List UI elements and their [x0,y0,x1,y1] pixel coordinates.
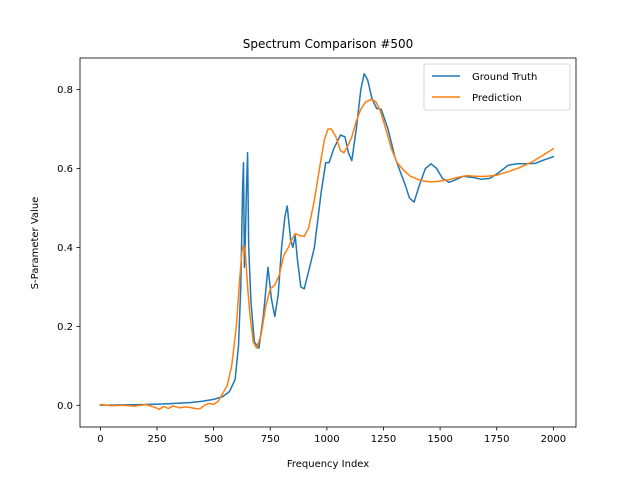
legend-box [423,63,571,111]
y-tick-label: 0.4 [57,243,73,254]
x-axis-label: Frequency Index [287,459,369,470]
y-tick-label: 0.8 [57,85,73,96]
x-tick-label: 1000 [314,434,339,445]
x-tick-label: 250 [147,434,166,445]
x-tick-label: 1250 [371,434,396,445]
x-tick-label: 1750 [484,434,509,445]
x-tick-label: 500 [204,434,223,445]
x-tick-label: 0 [97,434,103,445]
y-tick-label: 0.2 [57,322,73,333]
axes-frame [79,57,577,428]
series-line-prediction [99,98,555,410]
legend-label-ground-truth: Ground Truth [472,72,537,83]
plot-area: 0 250 500 750 1000 1250 1500 1750 2000 0.0 0.2 0.4 0… [57,57,577,445]
x-tick-label: 1500 [427,434,452,445]
chart-title: Spectrum Comparison #500 [243,37,414,51]
y-tick-label: 0.6 [57,164,73,175]
x-tick-label: 750 [261,434,280,445]
x-tick-label: 2000 [541,434,566,445]
y-tick-label: 0.0 [57,401,73,412]
y-axis-label: S-Parameter Value [30,197,41,290]
legend-label-prediction: Prediction [472,93,522,104]
legend: Ground Truth Prediction [423,63,571,111]
